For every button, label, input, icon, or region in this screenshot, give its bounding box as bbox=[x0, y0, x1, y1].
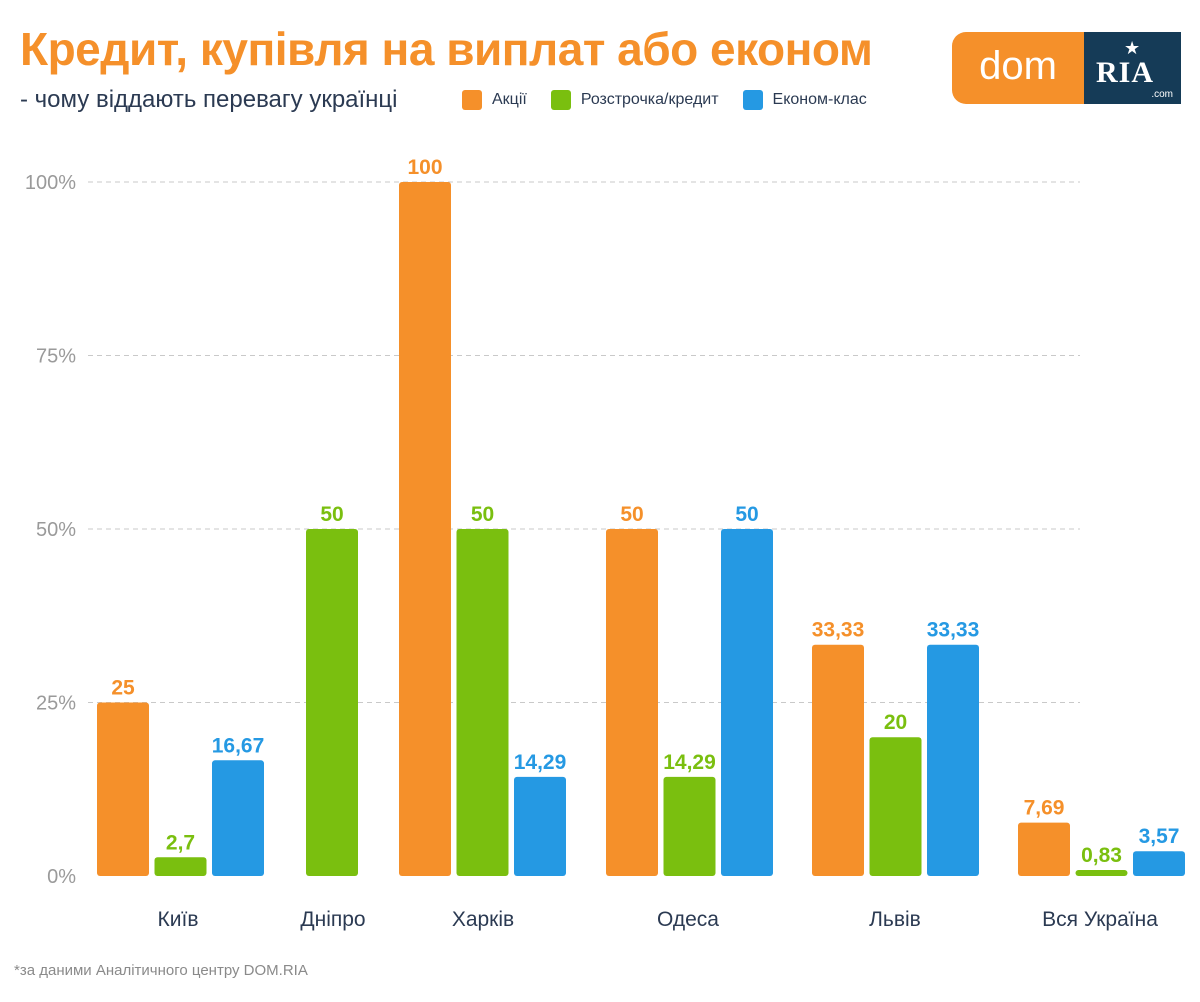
y-tick-label: 0% bbox=[47, 866, 76, 888]
legend-swatch-actions bbox=[462, 90, 482, 110]
y-tick-label: 100% bbox=[25, 172, 76, 194]
legend-swatch-installment bbox=[550, 90, 571, 110]
bar-economy bbox=[1133, 851, 1185, 876]
bar-installment bbox=[869, 737, 922, 876]
data-label-actions: 50 bbox=[620, 503, 643, 526]
x-category-label: Харків bbox=[452, 908, 514, 931]
y-tick-label: 50% bbox=[36, 519, 76, 541]
x-category-label: Київ bbox=[158, 908, 199, 931]
logo-com-text: .com bbox=[1151, 89, 1173, 100]
data-label-economy: 14,29 bbox=[514, 751, 567, 774]
bar-installment bbox=[306, 529, 358, 876]
bar-installment bbox=[663, 776, 716, 876]
chart-subtitle: - чому віддають перевагу українці bbox=[20, 86, 398, 113]
bar-actions bbox=[1018, 822, 1070, 876]
bar-actions bbox=[97, 702, 149, 876]
chart-title: Кредит, купівля на виплат або економ bbox=[20, 23, 873, 75]
data-label-economy: 16,67 bbox=[212, 734, 265, 757]
data-label-actions: 25 bbox=[111, 677, 135, 700]
legend-label-economy: Економ-клас bbox=[772, 91, 867, 108]
bar-economy bbox=[927, 644, 979, 876]
data-label-actions: 100 bbox=[407, 156, 442, 179]
bar-actions bbox=[399, 182, 451, 876]
y-tick-label: 75% bbox=[36, 346, 76, 368]
legend-item-economy: Економ-клас bbox=[742, 90, 867, 110]
y-tick-label: 25% bbox=[36, 693, 76, 715]
logo-ria-text: RIA bbox=[1096, 56, 1155, 89]
bar-installment bbox=[456, 529, 509, 876]
legend-swatch-economy bbox=[742, 90, 763, 110]
bar-economy bbox=[212, 760, 264, 876]
domria-logo: dom ★ RIA .com bbox=[952, 32, 1181, 104]
data-label-installment: 50 bbox=[471, 503, 494, 526]
bar-actions bbox=[606, 529, 658, 876]
legend: Акції Розстрочка/кредит Економ-клас bbox=[462, 90, 891, 110]
bar-actions bbox=[812, 644, 864, 876]
bar-economy bbox=[721, 529, 773, 876]
star-icon: ★ bbox=[1124, 38, 1141, 58]
data-label-actions: 7,69 bbox=[1024, 797, 1065, 820]
data-label-actions: 33,33 bbox=[812, 619, 865, 642]
data-label-economy: 50 bbox=[735, 503, 758, 526]
data-label-economy: 33,33 bbox=[927, 619, 980, 642]
data-label-installment: 20 bbox=[884, 711, 907, 734]
data-label-economy: 3,57 bbox=[1139, 825, 1180, 848]
legend-item-actions: Акції bbox=[462, 90, 527, 110]
x-category-label: Львів bbox=[869, 908, 921, 931]
data-label-installment: 14,29 bbox=[663, 751, 716, 774]
x-category-label: Вся Україна bbox=[1042, 908, 1158, 931]
data-label-installment: 50 bbox=[320, 503, 343, 526]
logo-dom-text: dom bbox=[952, 32, 1084, 104]
x-category-label: Одеса bbox=[657, 908, 719, 931]
footnote: *за даними Аналітичного центру DOM.RIA bbox=[14, 962, 308, 979]
data-label-installment: 2,7 bbox=[166, 831, 195, 854]
bar-economy bbox=[514, 776, 566, 876]
bar-installment bbox=[154, 857, 207, 876]
legend-label-actions: Акції bbox=[492, 91, 527, 108]
legend-label-installment: Розстрочка/кредит bbox=[580, 91, 719, 108]
data-label-installment: 0,83 bbox=[1081, 844, 1122, 867]
x-category-label: Дніпро bbox=[300, 908, 365, 931]
logo-ria-block: ★ RIA .com bbox=[1084, 32, 1181, 104]
bar-installment bbox=[1075, 870, 1128, 876]
legend-item-installment: Розстрочка/кредит bbox=[550, 90, 719, 110]
